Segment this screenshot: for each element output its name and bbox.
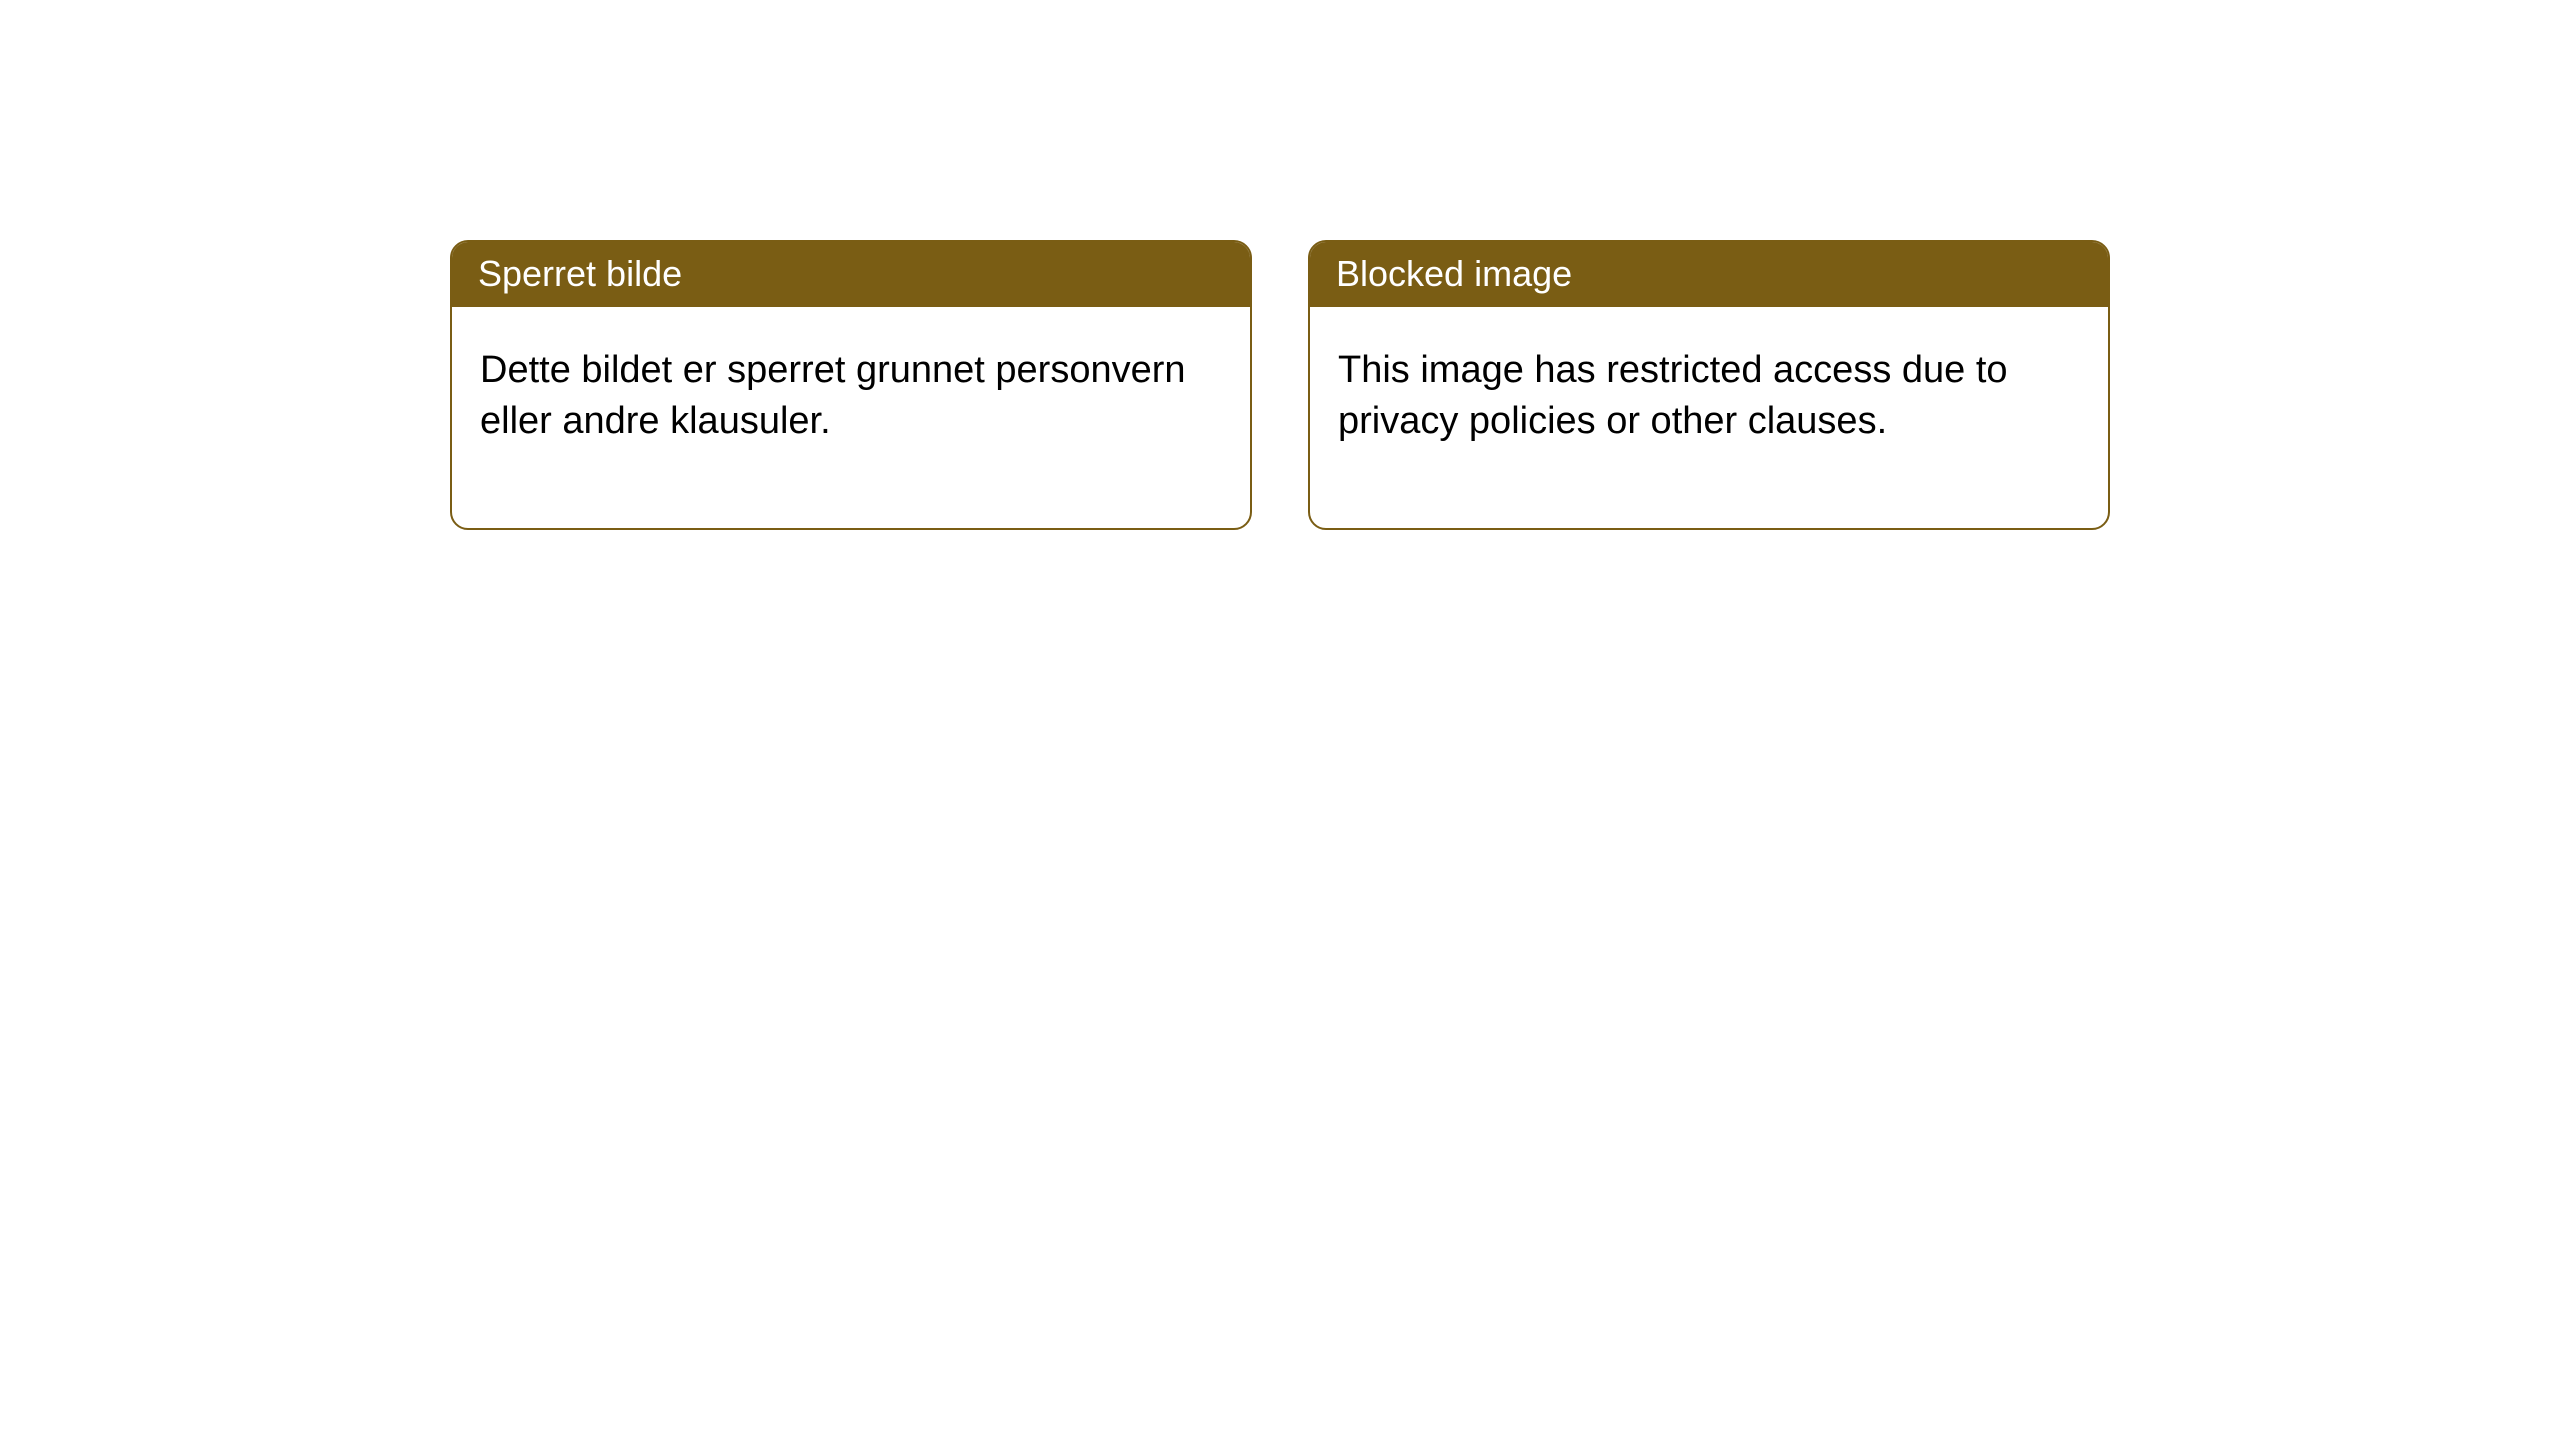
notice-card-title: Sperret bilde <box>452 242 1250 307</box>
notice-card-norwegian: Sperret bilde Dette bildet er sperret gr… <box>450 240 1252 530</box>
notice-card-title: Blocked image <box>1310 242 2108 307</box>
notice-card-english: Blocked image This image has restricted … <box>1308 240 2110 530</box>
notice-card-body: This image has restricted access due to … <box>1310 307 2108 528</box>
notice-container: Sperret bilde Dette bildet er sperret gr… <box>0 0 2560 530</box>
notice-card-body: Dette bildet er sperret grunnet personve… <box>452 307 1250 528</box>
